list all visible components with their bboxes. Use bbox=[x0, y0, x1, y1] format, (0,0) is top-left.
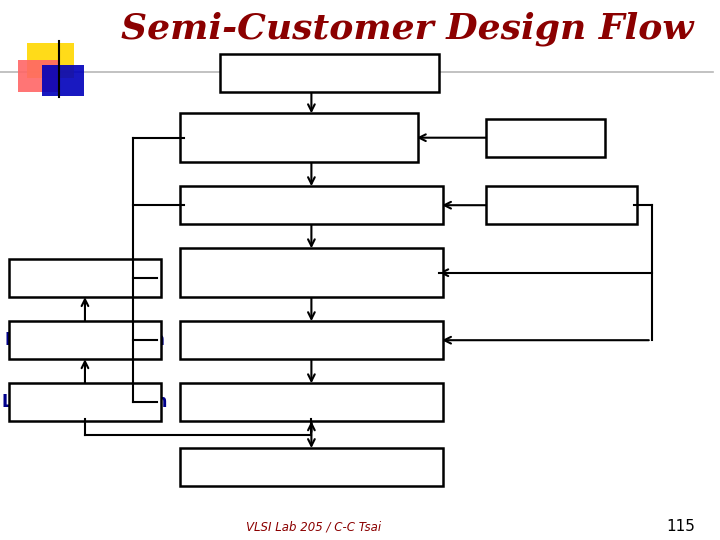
Text: VLSI Lab 205 / C-C Tsai: VLSI Lab 205 / C-C Tsai bbox=[246, 520, 381, 533]
FancyBboxPatch shape bbox=[42, 65, 84, 96]
FancyBboxPatch shape bbox=[180, 448, 443, 486]
Text: Cell Library: Cell Library bbox=[508, 196, 615, 214]
Text: Placement & Routing: Placement & Routing bbox=[204, 331, 418, 349]
Text: 115: 115 bbox=[666, 519, 695, 534]
FancyBboxPatch shape bbox=[486, 119, 605, 157]
Text: Semi-Customer Design Flow: Semi-Customer Design Flow bbox=[120, 11, 693, 46]
FancyBboxPatch shape bbox=[220, 54, 439, 92]
Text: Layout extraction: Layout extraction bbox=[2, 393, 168, 411]
FancyBboxPatch shape bbox=[9, 321, 161, 359]
Text: IP: IP bbox=[535, 128, 556, 147]
FancyBboxPatch shape bbox=[486, 186, 637, 224]
FancyBboxPatch shape bbox=[180, 186, 443, 224]
FancyBboxPatch shape bbox=[9, 383, 161, 421]
Text: Timing Analyzer: Timing Analyzer bbox=[9, 269, 161, 287]
Text: Synthesis & Optimizer: Synthesis & Optimizer bbox=[198, 196, 425, 214]
FancyBboxPatch shape bbox=[9, 259, 161, 297]
FancyBboxPatch shape bbox=[18, 60, 60, 92]
Text: Define Project: Define Project bbox=[257, 64, 402, 82]
Text: Tape Output: Tape Output bbox=[244, 457, 379, 477]
FancyBboxPatch shape bbox=[180, 248, 443, 297]
Text: Delay calculation: Delay calculation bbox=[5, 331, 165, 349]
Text: Behavioral model
Verilog/VHDL: Behavioral model Verilog/VHDL bbox=[224, 121, 374, 154]
FancyBboxPatch shape bbox=[180, 113, 418, 162]
FancyBboxPatch shape bbox=[180, 383, 443, 421]
Text: Layout Verification: Layout Verification bbox=[216, 393, 407, 411]
FancyBboxPatch shape bbox=[180, 321, 443, 359]
FancyBboxPatch shape bbox=[27, 43, 74, 78]
Text: Gate level simulation
Verilog/VHDL: Gate level simulation Verilog/VHDL bbox=[220, 256, 402, 289]
